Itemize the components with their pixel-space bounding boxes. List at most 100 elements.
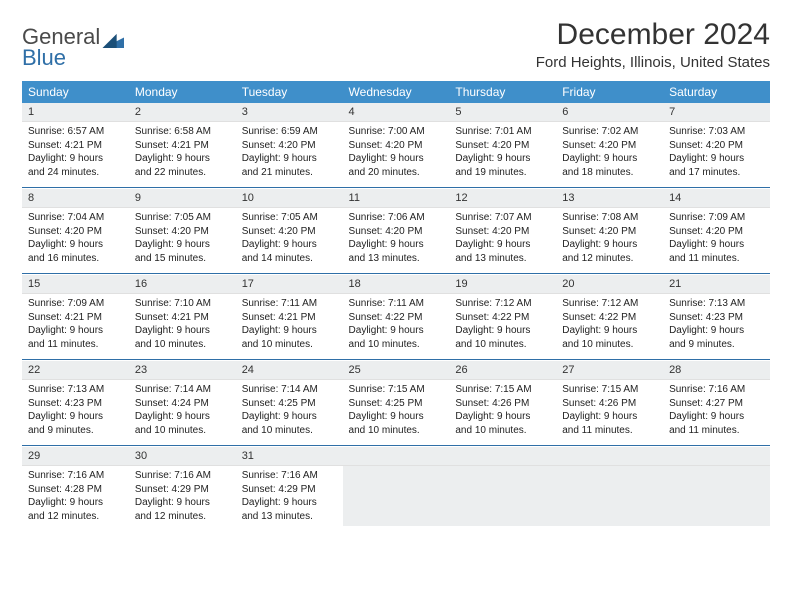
day-number: 12 xyxy=(449,189,556,208)
sunset-line: Sunset: 4:21 PM xyxy=(135,139,230,153)
day-body: Sunrise: 7:15 AMSunset: 4:26 PMDaylight:… xyxy=(449,380,556,445)
day-cell: 26Sunrise: 7:15 AMSunset: 4:26 PMDayligh… xyxy=(449,361,556,447)
day-number: 30 xyxy=(129,447,236,466)
day-cell: 18Sunrise: 7:11 AMSunset: 4:22 PMDayligh… xyxy=(343,275,450,361)
daylight-line-1: Daylight: 9 hours xyxy=(455,238,550,252)
daylight-line-1: Daylight: 9 hours xyxy=(242,152,337,166)
day-cell xyxy=(556,447,663,533)
sunset-line: Sunset: 4:20 PM xyxy=(562,139,657,153)
sunrise-line: Sunrise: 7:10 AM xyxy=(135,297,230,311)
sunrise-line: Sunrise: 7:00 AM xyxy=(349,125,444,139)
daylight-line-1: Daylight: 9 hours xyxy=(669,410,764,424)
day-number: 3 xyxy=(236,103,343,122)
daylight-line-1: Daylight: 9 hours xyxy=(28,152,123,166)
daylight-line-2: and 9 minutes. xyxy=(28,424,123,438)
day-body: Sunrise: 6:57 AMSunset: 4:21 PMDaylight:… xyxy=(22,122,129,187)
weekday-tue: Tuesday xyxy=(236,81,343,103)
daylight-line-2: and 12 minutes. xyxy=(135,510,230,524)
daylight-line-2: and 13 minutes. xyxy=(455,252,550,266)
sunset-line: Sunset: 4:20 PM xyxy=(349,139,444,153)
daylight-line-2: and 11 minutes. xyxy=(669,252,764,266)
day-body-empty xyxy=(663,466,770,526)
sunrise-line: Sunrise: 7:09 AM xyxy=(669,211,764,225)
day-body: Sunrise: 7:11 AMSunset: 4:21 PMDaylight:… xyxy=(236,294,343,359)
sunset-line: Sunset: 4:29 PM xyxy=(242,483,337,497)
day-number: 19 xyxy=(449,275,556,294)
daylight-line-2: and 12 minutes. xyxy=(562,252,657,266)
day-cell: 12Sunrise: 7:07 AMSunset: 4:20 PMDayligh… xyxy=(449,189,556,275)
day-number: 18 xyxy=(343,275,450,294)
day-body: Sunrise: 7:06 AMSunset: 4:20 PMDaylight:… xyxy=(343,208,450,273)
week-row: 22Sunrise: 7:13 AMSunset: 4:23 PMDayligh… xyxy=(22,361,770,447)
sunrise-line: Sunrise: 7:15 AM xyxy=(349,383,444,397)
daylight-line-2: and 11 minutes. xyxy=(28,338,123,352)
day-cell: 6Sunrise: 7:02 AMSunset: 4:20 PMDaylight… xyxy=(556,103,663,189)
sunset-line: Sunset: 4:29 PM xyxy=(135,483,230,497)
sunrise-line: Sunrise: 7:16 AM xyxy=(135,469,230,483)
daylight-line-1: Daylight: 9 hours xyxy=(135,324,230,338)
day-body: Sunrise: 7:13 AMSunset: 4:23 PMDaylight:… xyxy=(22,380,129,445)
day-cell: 20Sunrise: 7:12 AMSunset: 4:22 PMDayligh… xyxy=(556,275,663,361)
day-number: 7 xyxy=(663,103,770,122)
sunset-line: Sunset: 4:28 PM xyxy=(28,483,123,497)
day-body: Sunrise: 6:59 AMSunset: 4:20 PMDaylight:… xyxy=(236,122,343,187)
day-number: 16 xyxy=(129,275,236,294)
sunrise-line: Sunrise: 6:59 AM xyxy=(242,125,337,139)
day-cell: 15Sunrise: 7:09 AMSunset: 4:21 PMDayligh… xyxy=(22,275,129,361)
daylight-line-1: Daylight: 9 hours xyxy=(562,410,657,424)
day-body: Sunrise: 7:09 AMSunset: 4:20 PMDaylight:… xyxy=(663,208,770,273)
sunrise-line: Sunrise: 7:03 AM xyxy=(669,125,764,139)
sunset-line: Sunset: 4:20 PM xyxy=(455,139,550,153)
day-body: Sunrise: 6:58 AMSunset: 4:21 PMDaylight:… xyxy=(129,122,236,187)
day-number: 23 xyxy=(129,361,236,380)
sunrise-line: Sunrise: 7:16 AM xyxy=(669,383,764,397)
day-body-empty xyxy=(343,466,450,526)
daylight-line-2: and 10 minutes. xyxy=(349,424,444,438)
sunrise-line: Sunrise: 7:04 AM xyxy=(28,211,123,225)
day-cell: 1Sunrise: 6:57 AMSunset: 4:21 PMDaylight… xyxy=(22,103,129,189)
daylight-line-1: Daylight: 9 hours xyxy=(669,152,764,166)
sunset-line: Sunset: 4:20 PM xyxy=(349,225,444,239)
sunset-line: Sunset: 4:21 PM xyxy=(135,311,230,325)
daylight-line-2: and 24 minutes. xyxy=(28,166,123,180)
day-body: Sunrise: 7:05 AMSunset: 4:20 PMDaylight:… xyxy=(236,208,343,273)
daylight-line-2: and 20 minutes. xyxy=(349,166,444,180)
day-cell: 28Sunrise: 7:16 AMSunset: 4:27 PMDayligh… xyxy=(663,361,770,447)
day-body: Sunrise: 7:14 AMSunset: 4:25 PMDaylight:… xyxy=(236,380,343,445)
day-cell: 13Sunrise: 7:08 AMSunset: 4:20 PMDayligh… xyxy=(556,189,663,275)
daylight-line-2: and 10 minutes. xyxy=(349,338,444,352)
day-number: 25 xyxy=(343,361,450,380)
day-body: Sunrise: 7:10 AMSunset: 4:21 PMDaylight:… xyxy=(129,294,236,359)
day-body: Sunrise: 7:02 AMSunset: 4:20 PMDaylight:… xyxy=(556,122,663,187)
day-body: Sunrise: 7:15 AMSunset: 4:25 PMDaylight:… xyxy=(343,380,450,445)
weekday-header-row: Sunday Monday Tuesday Wednesday Thursday… xyxy=(22,81,770,103)
daylight-line-1: Daylight: 9 hours xyxy=(242,496,337,510)
page: General December 2024 Ford Heights, Illi… xyxy=(0,0,792,533)
sunrise-line: Sunrise: 7:13 AM xyxy=(669,297,764,311)
sunset-line: Sunset: 4:27 PM xyxy=(669,397,764,411)
week-row: 15Sunrise: 7:09 AMSunset: 4:21 PMDayligh… xyxy=(22,275,770,361)
day-cell: 2Sunrise: 6:58 AMSunset: 4:21 PMDaylight… xyxy=(129,103,236,189)
day-body: Sunrise: 7:09 AMSunset: 4:21 PMDaylight:… xyxy=(22,294,129,359)
day-number: 1 xyxy=(22,103,129,122)
day-cell: 14Sunrise: 7:09 AMSunset: 4:20 PMDayligh… xyxy=(663,189,770,275)
day-number: 31 xyxy=(236,447,343,466)
sunset-line: Sunset: 4:21 PM xyxy=(28,311,123,325)
day-cell: 21Sunrise: 7:13 AMSunset: 4:23 PMDayligh… xyxy=(663,275,770,361)
day-cell: 3Sunrise: 6:59 AMSunset: 4:20 PMDaylight… xyxy=(236,103,343,189)
day-cell: 7Sunrise: 7:03 AMSunset: 4:20 PMDaylight… xyxy=(663,103,770,189)
daylight-line-1: Daylight: 9 hours xyxy=(669,324,764,338)
daylight-line-1: Daylight: 9 hours xyxy=(242,238,337,252)
sunrise-line: Sunrise: 7:11 AM xyxy=(242,297,337,311)
daylight-line-2: and 14 minutes. xyxy=(242,252,337,266)
daylight-line-2: and 11 minutes. xyxy=(562,424,657,438)
day-body: Sunrise: 7:07 AMSunset: 4:20 PMDaylight:… xyxy=(449,208,556,273)
daylight-line-1: Daylight: 9 hours xyxy=(28,496,123,510)
sunrise-line: Sunrise: 7:05 AM xyxy=(135,211,230,225)
day-body: Sunrise: 7:12 AMSunset: 4:22 PMDaylight:… xyxy=(556,294,663,359)
sunrise-line: Sunrise: 7:11 AM xyxy=(349,297,444,311)
daylight-line-2: and 9 minutes. xyxy=(669,338,764,352)
day-body: Sunrise: 7:14 AMSunset: 4:24 PMDaylight:… xyxy=(129,380,236,445)
sunrise-line: Sunrise: 7:15 AM xyxy=(455,383,550,397)
day-cell: 5Sunrise: 7:01 AMSunset: 4:20 PMDaylight… xyxy=(449,103,556,189)
